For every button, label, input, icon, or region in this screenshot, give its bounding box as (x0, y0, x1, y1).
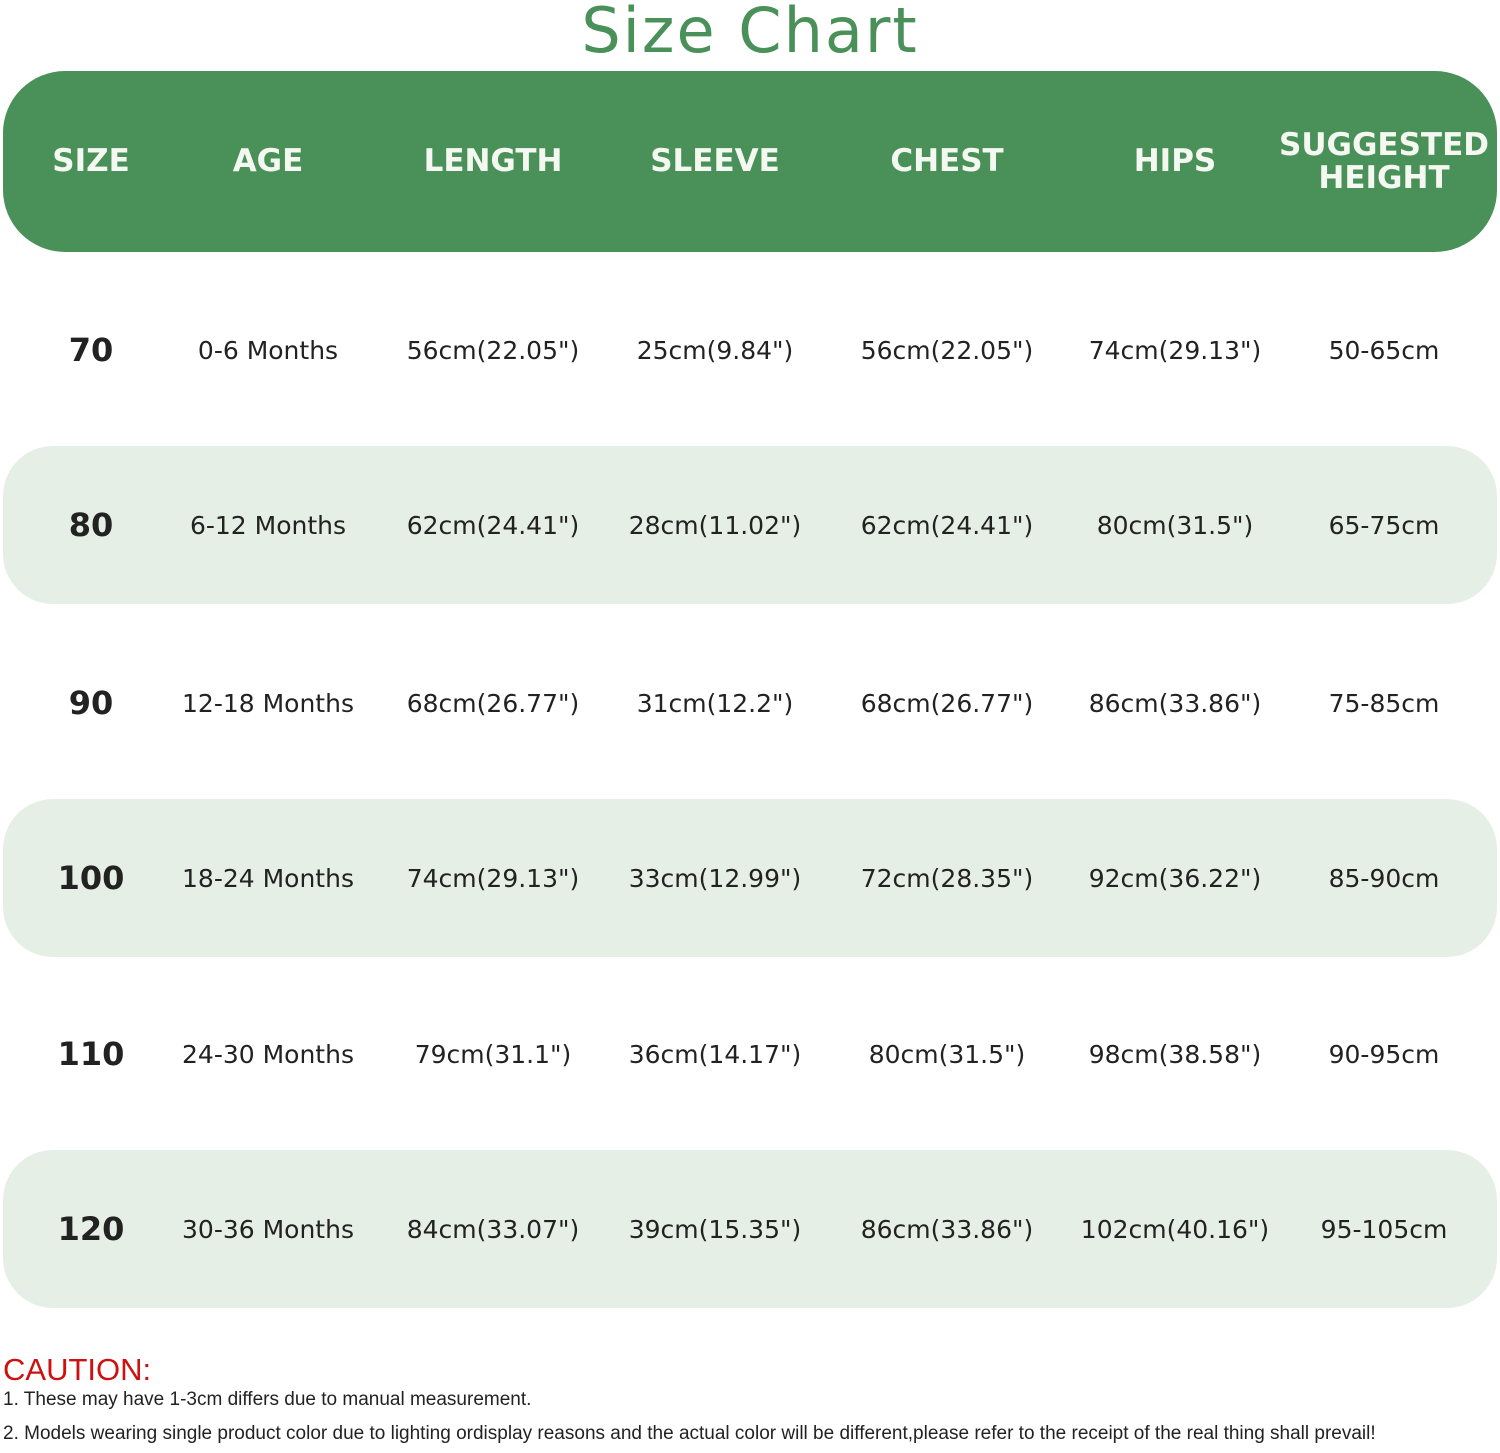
table-cell: 86cm(33.86") (1088, 688, 1262, 718)
caution-note-1: 1. These may have 1-3cm differs due to m… (3, 1389, 532, 1410)
column-header: SIZE (52, 143, 130, 179)
table-row: 120 30-36 Months 84cm(33.07") 39cm(15.35") 8… (3, 1150, 1497, 1308)
table-cell: 6-12 Months (189, 510, 347, 540)
column-header: LENGTH (423, 143, 563, 179)
table-cell: 56cm(22.05") (406, 335, 580, 365)
size-cell: 70 (68, 331, 114, 369)
table-cell: 28cm(11.02") (628, 510, 802, 540)
table-cell: 25cm(9.84") (636, 335, 794, 365)
table-cell: 36cm(14.17") (628, 1039, 802, 1069)
table-cell: 56cm(22.05") (860, 335, 1034, 365)
table-cell: 102cm(40.16") (1080, 1214, 1270, 1244)
caution-label: CAUTION: (3, 1352, 152, 1387)
caution-note-2: 2. Models wearing single product color d… (3, 1423, 1376, 1444)
table-row: 110 24-30 Months 79cm(31.1") 36cm(14.17") 80… (3, 975, 1497, 1133)
table-cell: 98cm(38.58") (1088, 1039, 1262, 1069)
table-cell: 95-105cm (1320, 1214, 1448, 1244)
table-cell: 18-24 Months (182, 863, 354, 893)
table-cell: 80cm(31.5") (868, 1039, 1026, 1069)
page-title: Size Chart (581, 0, 919, 67)
table-cell: 30-36 Months (182, 1214, 354, 1244)
table-row: 80 6-12 Months 62cm(24.41") 28cm(11.02") 62c… (3, 446, 1497, 604)
table-cell: 79cm(31.1") (414, 1039, 572, 1069)
table-cell: 85-90cm (1328, 863, 1440, 893)
table-row: 90 12-18 Months 68cm(26.77") 31cm(12.2") 68c… (3, 624, 1497, 782)
table-cell: 74cm(29.13") (406, 863, 580, 893)
table-cell: 65-75cm (1328, 510, 1440, 540)
size-cell: 100 (57, 859, 125, 897)
table-cell: 74cm(29.13") (1088, 335, 1262, 365)
column-header: AGE (232, 143, 304, 179)
size-cell: 120 (57, 1210, 125, 1248)
table-cell: 92cm(36.22") (1088, 863, 1262, 893)
table-cell: 86cm(33.86") (860, 1214, 1034, 1244)
table-row: 70 0-6 Months 56cm(22.05") 25cm(9.84") 56cm(… (3, 271, 1497, 429)
table-cell: 75-85cm (1328, 688, 1440, 718)
table-cell: 72cm(28.35") (860, 863, 1034, 893)
table-cell: 62cm(24.41") (406, 510, 580, 540)
table-cell: 80cm(31.5") (1096, 510, 1254, 540)
table-cell: 62cm(24.41") (860, 510, 1034, 540)
column-header: SUGGESTED HEIGHT (1279, 126, 1489, 196)
table-cell: 39cm(15.35") (628, 1214, 802, 1244)
size-cell: 90 (68, 684, 114, 722)
table-cell: 24-30 Months (182, 1039, 354, 1069)
column-header: SLEEVE (650, 143, 780, 179)
table-cell: 84cm(33.07") (406, 1214, 580, 1244)
table-cell: 90-95cm (1328, 1039, 1440, 1069)
table-cell: 33cm(12.99") (628, 863, 802, 893)
table-cell: 68cm(26.77") (406, 688, 580, 718)
table-cell: 12-18 Months (182, 688, 354, 718)
table-cell: 68cm(26.77") (860, 688, 1034, 718)
size-cell: 80 (68, 506, 114, 544)
table-row: 100 18-24 Months 74cm(29.13") 33cm(12.99") 7… (3, 799, 1497, 957)
size-cell: 110 (57, 1035, 125, 1073)
column-header: CHEST (890, 143, 1004, 179)
table-cell: 0-6 Months (197, 335, 339, 365)
table-cell: 50-65cm (1328, 335, 1440, 365)
column-header: HIPS (1133, 143, 1217, 179)
table-header: SIZE AGE LENGTH SLEEVE CHEST HIPS SUGGESTED HE… (3, 71, 1497, 252)
table-cell: 31cm(12.2") (636, 688, 794, 718)
